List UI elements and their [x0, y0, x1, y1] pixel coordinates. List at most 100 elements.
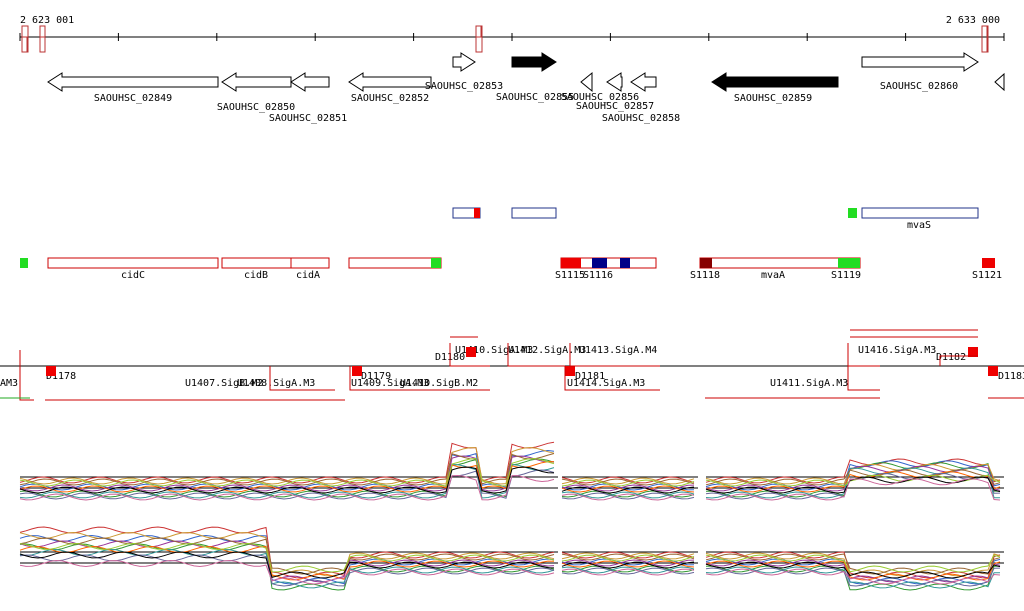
promoter-label: D1179	[361, 371, 391, 382]
promoter-label: U1414.SigA.M3	[567, 378, 645, 389]
expression-trace	[19, 469, 555, 500]
feature-box	[221, 257, 292, 269]
expression-trace	[19, 545, 555, 581]
expression-trace	[561, 554, 695, 562]
promoter-label: U1409.SigA.M3	[351, 378, 429, 389]
feature-block	[620, 258, 630, 268]
feature-label: S1121	[972, 270, 1002, 281]
gene-arrow	[47, 72, 219, 92]
promoter-bracket	[269, 366, 335, 391]
gene-label: SAOUHSC_02850	[217, 102, 295, 113]
expression-trace	[19, 463, 555, 499]
expression-trace	[561, 565, 695, 573]
gene-label: SAOUHSC_02853	[425, 81, 503, 92]
feature-box	[47, 257, 219, 269]
feature-box	[348, 257, 442, 269]
expression-trace	[561, 485, 695, 493]
promoter-bracket	[19, 350, 34, 401]
gene-label: SAOUHSC_02860	[880, 81, 958, 92]
feature-label: S1115	[555, 270, 585, 281]
promoter-label: U1410.SigB.M2	[400, 378, 478, 389]
feature-box	[861, 207, 979, 219]
expression-trace	[19, 455, 555, 492]
gene-arrow	[994, 72, 1005, 92]
promoter-bracket	[939, 355, 978, 366]
ruler-marker	[39, 25, 46, 53]
promoter-marker	[46, 366, 56, 376]
gene-label: SAOUHSC_02852	[351, 93, 429, 104]
expression-trace	[561, 551, 695, 559]
promoter-label: U1413.SigA.M4	[579, 345, 657, 356]
gene-arrow	[861, 52, 979, 72]
expression-trace	[705, 561, 1001, 579]
gene-label: SAOUHSC_02859	[734, 93, 812, 104]
gene-label: SAOUHSC_02855	[496, 92, 574, 103]
feature-label: cidA	[296, 270, 320, 281]
expression-trace	[561, 568, 695, 576]
promoter-label: D1181	[575, 371, 605, 382]
feature-block	[431, 258, 441, 268]
expression-trace	[19, 551, 555, 579]
gene-arrow	[580, 71, 593, 93]
ruler-marker	[981, 25, 988, 53]
promoter-label: U1408.SigA.M3	[237, 378, 315, 389]
expression-trace	[561, 566, 695, 574]
expression-trace	[561, 490, 695, 498]
promoter-label: D1178	[46, 371, 76, 382]
promoter-label: U1412.SigA.M3	[508, 345, 586, 356]
expression-trace	[705, 566, 1000, 589]
feature-box	[511, 207, 557, 219]
expression-trace	[705, 553, 1001, 575]
promoter-marker	[968, 347, 978, 357]
gene-arrow	[221, 72, 292, 92]
gene-arrow	[630, 72, 657, 92]
promoter-bracket	[507, 343, 565, 367]
expression-trace	[19, 458, 555, 498]
gene-label: SAOUHSC_02851	[269, 113, 347, 124]
ruler-start: 2 623 001	[20, 15, 74, 26]
feature-block	[982, 258, 995, 268]
feature-label: S1118	[690, 270, 720, 281]
promoter-label: U1416.SigA.M3	[858, 345, 936, 356]
expression-trace	[561, 478, 695, 486]
feature-box	[699, 257, 861, 269]
promoter-marker	[565, 366, 575, 376]
expression-trace	[561, 553, 695, 561]
expression-trace	[705, 469, 1001, 486]
promoter-bracket	[449, 343, 490, 367]
promoter-label: U1407.SigB.M2	[185, 378, 263, 389]
expression-trace	[19, 540, 555, 583]
feature-label: cidB	[244, 270, 268, 281]
gene-label: SAOUHSC_02856	[561, 92, 639, 103]
promoter-bracket	[847, 366, 880, 391]
expression-trace	[19, 537, 555, 575]
promoter-marker	[466, 347, 476, 357]
expression-trace	[561, 491, 695, 499]
expression-trace	[705, 460, 1001, 491]
promoter-label: U1411.SigA.M3	[770, 378, 848, 389]
expression-trace	[561, 484, 695, 492]
feature-block	[561, 258, 581, 268]
expression-trace	[705, 554, 1001, 573]
gene-arrow	[290, 72, 330, 92]
promoter-label: D1183	[998, 371, 1024, 382]
gene-arrow	[452, 52, 476, 72]
gene-arrow	[606, 72, 623, 92]
expression-trace	[561, 476, 695, 484]
gene-label: SAOUHSC_02858	[602, 113, 680, 124]
ruler-marker	[39, 36, 46, 53]
expression-trace	[705, 568, 1001, 585]
expression-trace	[561, 559, 695, 567]
expression-trace	[19, 534, 555, 585]
promoter-label: D1182	[936, 352, 966, 363]
expression-trace	[19, 542, 555, 573]
expression-trace	[561, 486, 695, 494]
expression-trace	[705, 474, 1001, 487]
gene-arrow	[711, 72, 839, 92]
expression-trace	[19, 457, 555, 487]
expression-trace	[19, 453, 555, 486]
feature-label: cidC	[121, 270, 145, 281]
expression-trace	[705, 471, 1001, 493]
gene-arrow	[511, 52, 557, 72]
